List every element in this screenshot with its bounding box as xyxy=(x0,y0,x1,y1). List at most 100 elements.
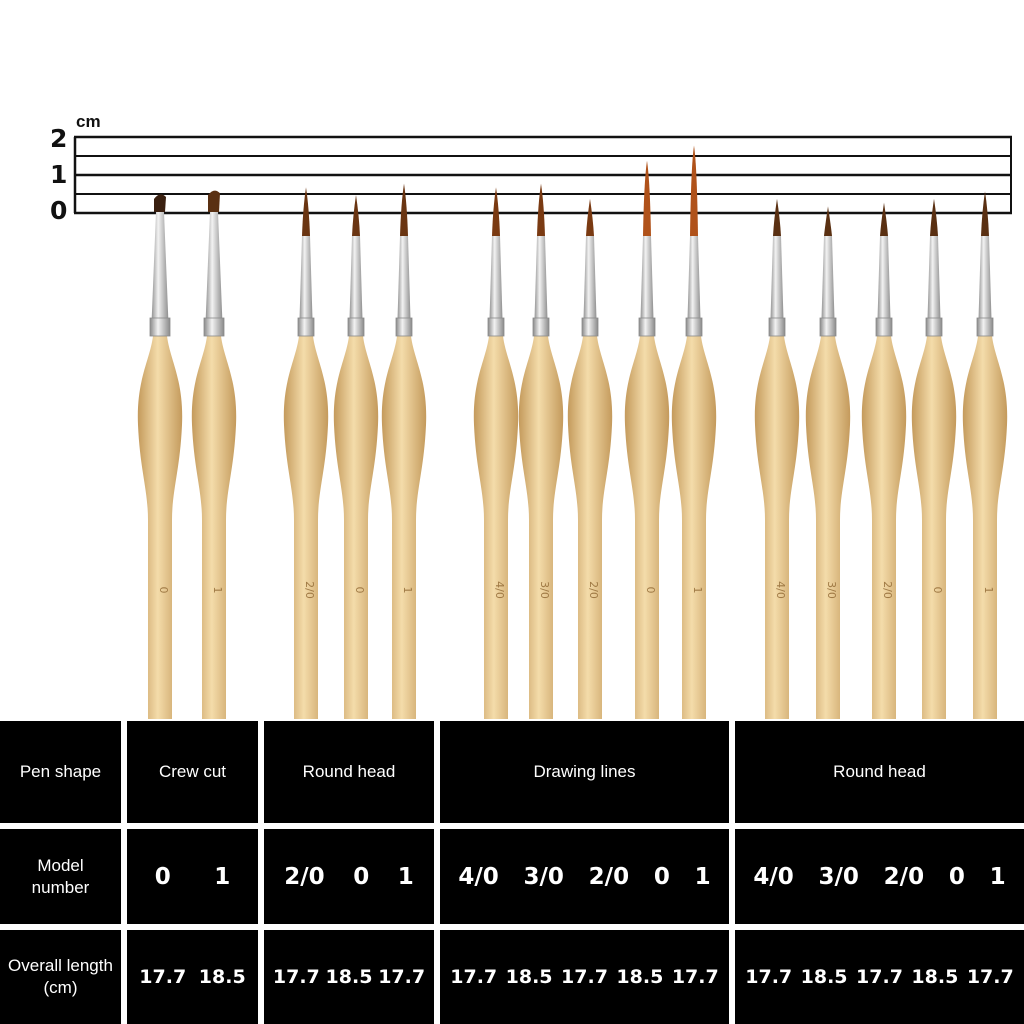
brush-crimp xyxy=(581,317,599,337)
brush-bristles xyxy=(773,198,781,236)
length-value: 17.7 xyxy=(561,966,608,988)
length-cell-group-2: 17.7 18.5 17.7 xyxy=(264,930,434,1024)
brush-ferrule xyxy=(927,236,941,336)
model-value: 2/0 xyxy=(588,863,630,890)
brush-handle xyxy=(381,336,427,720)
brush-size-mark: 0 xyxy=(353,587,366,594)
length-value: 18.5 xyxy=(800,966,848,988)
brush: 1 xyxy=(191,190,237,720)
scale-tick-0: 0 xyxy=(50,196,68,225)
brush-ferrule xyxy=(877,236,891,336)
brush-ferrule xyxy=(770,236,784,336)
length-value: 18.5 xyxy=(198,966,246,988)
brush-handle xyxy=(137,336,183,720)
brush-size-mark: 1 xyxy=(982,587,995,594)
brush: 2/0 xyxy=(861,202,907,720)
brush-bristles xyxy=(208,190,220,212)
brush-handle xyxy=(567,336,613,720)
brush-crimp xyxy=(297,317,315,337)
brush: 0 xyxy=(333,195,379,720)
model-value: 3/0 xyxy=(523,863,564,890)
brush-size-mark: 1 xyxy=(211,587,224,594)
brush: 1 xyxy=(962,191,1008,720)
length-value: 18.5 xyxy=(325,966,373,988)
brush-size-mark: 3/0 xyxy=(538,581,551,599)
brush-handle xyxy=(333,336,379,720)
brush-ferrule xyxy=(978,236,992,336)
brush: 1 xyxy=(671,145,717,720)
brush-handle xyxy=(624,336,670,720)
brush-handle xyxy=(191,336,237,720)
shape-crew-cut: Crew cut xyxy=(127,721,258,823)
brush-crimp xyxy=(976,317,994,337)
brush: 0 xyxy=(137,194,183,720)
row-label-pen-shape: Pen shape xyxy=(0,721,121,823)
brush-ferrule xyxy=(583,236,597,336)
model-value: 0 xyxy=(353,863,370,890)
brush-size-mark: 4/0 xyxy=(493,581,506,599)
brush-crimp xyxy=(925,317,943,337)
brush-size-mark: 2/0 xyxy=(303,581,316,599)
brush-ferrule xyxy=(205,212,223,336)
model-value: 4/0 xyxy=(753,863,794,890)
length-value: 17.7 xyxy=(450,966,498,988)
brush-handle xyxy=(283,336,329,720)
brush-bristles xyxy=(492,187,500,236)
brush-ferrule xyxy=(687,236,701,336)
brush-handle xyxy=(518,336,564,720)
model-value: 4/0 xyxy=(458,863,499,890)
brush-size-mark: 1 xyxy=(401,587,414,594)
brush-crimp xyxy=(638,317,656,337)
brush-handle xyxy=(473,336,519,720)
length-value: 17.7 xyxy=(671,966,719,988)
brush: 4/0 xyxy=(754,198,800,720)
model-cell-group-2: 2/0 0 1 xyxy=(264,829,434,924)
model-value: 3/0 xyxy=(818,863,859,890)
length-value: 17.7 xyxy=(745,966,793,988)
brush-crimp xyxy=(532,317,550,337)
brush-ferrule xyxy=(640,236,654,336)
model-value: 1 xyxy=(397,863,414,890)
shape-drawing-lines: Drawing lines xyxy=(440,721,729,823)
brush-crimp xyxy=(395,317,413,337)
brush-handle xyxy=(911,336,957,720)
brush-crimp xyxy=(487,317,505,337)
brush-handle xyxy=(671,336,717,720)
brush-ferrule xyxy=(349,236,363,336)
brush-crimp xyxy=(149,317,171,337)
shape-round-head: Round head xyxy=(264,721,434,823)
brush-ferrule xyxy=(821,236,835,336)
brush-crimp xyxy=(685,317,703,337)
length-cell-group-4: 17.7 18.5 17.7 18.5 17.7 xyxy=(735,930,1024,1024)
brush-size-mark: 4/0 xyxy=(774,581,787,599)
brush-crimp xyxy=(203,317,225,337)
brush: 3/0 xyxy=(518,183,564,720)
brush-ferrule xyxy=(151,212,169,336)
scale-unit: cm xyxy=(76,112,101,131)
scale-tick-1: 1 xyxy=(50,160,68,189)
brush-bristles xyxy=(586,198,594,236)
brush: 4/0 xyxy=(473,187,519,720)
model-value: 2/0 xyxy=(883,863,925,890)
length-value: 17.7 xyxy=(272,966,320,988)
model-value: 1 xyxy=(694,863,711,890)
length-value: 18.5 xyxy=(505,966,553,988)
brush-ferrule xyxy=(397,236,411,336)
length-cell-group-1: 17.7 18.5 xyxy=(127,930,258,1024)
brush-size-mark: 3/0 xyxy=(825,581,838,599)
row-label-model-number: Model number xyxy=(0,829,121,924)
brush-bristles xyxy=(930,198,938,236)
brush-handle xyxy=(805,336,851,720)
brush: 3/0 xyxy=(805,206,851,720)
brush-bristles xyxy=(154,194,166,212)
brush-bristles xyxy=(537,183,545,236)
brush-bristles xyxy=(352,195,360,236)
model-cell-group-3: 4/0 3/0 2/0 0 1 xyxy=(440,829,729,924)
row-label-overall-length: Overall length (cm) xyxy=(0,930,121,1024)
brush-bristles xyxy=(302,187,310,236)
brush-crimp xyxy=(875,317,893,337)
brush-size-mark: 0 xyxy=(644,587,657,594)
length-value: 17.7 xyxy=(966,966,1014,988)
brush-ferrule xyxy=(299,236,313,336)
length-value: 18.5 xyxy=(911,966,959,988)
